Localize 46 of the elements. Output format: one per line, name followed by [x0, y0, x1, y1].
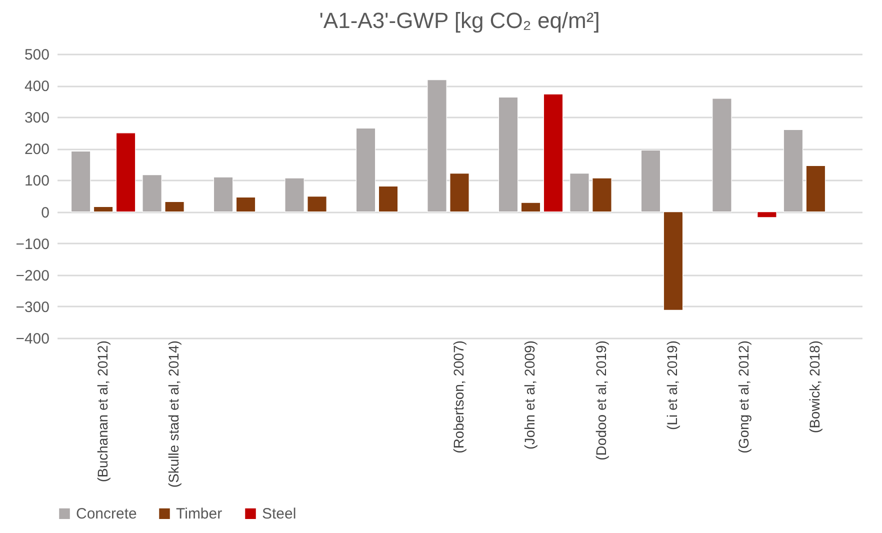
- bar: [116, 132, 136, 212]
- bar: [307, 196, 327, 212]
- bar: [498, 96, 518, 212]
- bar: [284, 178, 304, 212]
- bar: [783, 129, 804, 212]
- legend-label: Timber: [176, 506, 222, 523]
- y-tick-label: 200: [24, 141, 50, 158]
- x-tick-label: (Bowick, 2018): [806, 340, 823, 434]
- x-tick-label: (Gong et al, 2012): [735, 340, 752, 454]
- y-tick-label: −100: [16, 236, 50, 253]
- y-tick-label: 500: [24, 46, 50, 64]
- bar: [213, 176, 234, 212]
- x-tick-label: (Dodoo et al, 2019): [592, 340, 609, 460]
- bar: [142, 174, 162, 212]
- y-tick-label: −200: [16, 267, 50, 284]
- bar: [712, 98, 732, 212]
- legend-label: Steel: [262, 506, 296, 523]
- bar: [663, 211, 684, 311]
- bar: [356, 128, 376, 212]
- x-tick-label: (Buchanan et al, 2012): [94, 340, 110, 482]
- bar: [93, 206, 114, 212]
- bar: [450, 172, 470, 212]
- chart-title: 'A1-A3'-GWP [kg CO₂ eq/m²]: [319, 8, 600, 33]
- y-tick-label: 300: [24, 110, 50, 127]
- bar: [757, 211, 777, 218]
- y-tick-label: 400: [24, 78, 50, 96]
- x-tick-label: (Skulle stad et al, 2014): [166, 340, 182, 488]
- bar: [806, 165, 826, 212]
- y-tick-label: 100: [24, 172, 50, 190]
- x-tick-label: (John et al, 2009): [522, 340, 538, 450]
- bar: [164, 201, 184, 212]
- x-tick-label: (Li et al, 2019): [664, 340, 680, 430]
- bar: [520, 202, 541, 212]
- bar: [570, 172, 590, 212]
- x-tick-label: (Robertson, 2007): [450, 340, 466, 454]
- bar: [543, 94, 564, 212]
- legend-label: Concrete: [76, 506, 137, 523]
- bar: [427, 80, 447, 212]
- bar: [592, 178, 612, 212]
- bar: [70, 150, 91, 212]
- y-tick-label: 0: [41, 204, 50, 222]
- y-tick-label: −400: [16, 330, 50, 348]
- bar: [236, 196, 256, 212]
- bar: [640, 150, 661, 212]
- y-tick-label: −300: [16, 298, 50, 316]
- bar: [378, 186, 398, 212]
